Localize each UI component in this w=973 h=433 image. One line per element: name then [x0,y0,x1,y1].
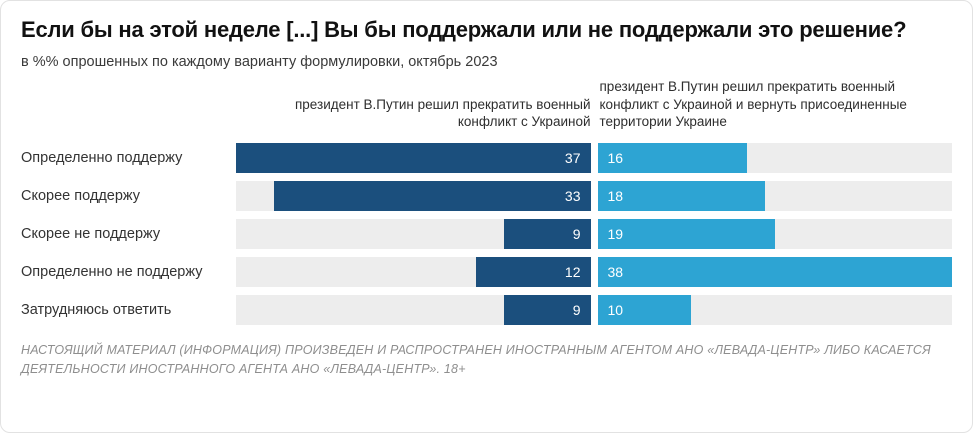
bar-track-left: 12 [236,256,591,287]
foreign-agent-disclaimer: НАСТОЯЩИЙ МАТЕРИАЛ (ИНФОРМАЦИЯ) ПРОИЗВЕД… [21,342,931,377]
chart-grid: президент В.Путин решил прекратить военн… [21,78,952,325]
bar-segment: 12 [475,256,591,287]
bar-segment: 9 [504,294,591,325]
bar-value-label: 10 [607,301,624,318]
bar-track-left: 33 [236,180,591,211]
bar-segment: 9 [504,218,591,249]
bar-segment: 16 [597,142,747,173]
column-header-left: президент В.Путин решил прекратить военн… [294,96,591,130]
bar-track-right: 18 [597,180,952,211]
category-label: Скорее не поддержу [21,225,161,242]
bar-track-left: 9 [236,218,591,249]
category-label: Определенно поддержу [21,149,183,166]
bar-value-label: 9 [572,225,581,242]
bar-segment: 10 [597,294,691,325]
bar-value-label: 16 [607,149,624,166]
bar-value-label: 12 [564,263,581,280]
bar-value-label: 37 [564,149,581,166]
column-header-right: президент В.Путин решил прекратить военн… [599,79,907,130]
bar-track-right: 38 [597,256,952,287]
bar-segment: 18 [597,180,766,211]
header-spacer [21,106,229,107]
chart-subtitle: в %% опрошенных по каждому варианту форм… [21,54,498,71]
bar-segment: 38 [597,256,952,287]
bar-segment: 37 [236,142,591,173]
chart-title: Если бы на этой неделе [...] Вы бы подде… [21,17,907,42]
bar-track-right: 10 [597,294,952,325]
category-label: Скорее поддержу [21,187,141,204]
bar-segment: 33 [274,180,591,211]
bar-value-label: 18 [607,187,624,204]
category-label: Определенно не поддержу [21,263,203,280]
bar-value-label: 19 [607,225,624,242]
category-label: Затрудняюсь ответить [21,301,172,318]
bar-value-label: 9 [572,301,581,318]
bar-track-left: 9 [236,294,591,325]
bar-track-left: 37 [236,142,591,173]
bar-value-label: 38 [607,263,624,280]
bar-track-right: 19 [597,218,952,249]
bar-segment: 19 [597,218,775,249]
bar-value-label: 33 [564,187,581,204]
bar-track-right: 16 [597,142,952,173]
